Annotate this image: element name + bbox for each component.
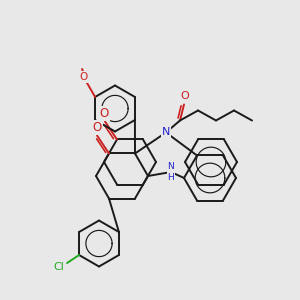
Text: N
H: N H [168, 162, 174, 182]
Text: N: N [162, 128, 170, 137]
Text: O: O [92, 121, 102, 134]
Text: O: O [99, 107, 109, 120]
Text: Cl: Cl [54, 262, 64, 272]
Text: O: O [181, 92, 189, 101]
Text: O: O [79, 72, 87, 82]
